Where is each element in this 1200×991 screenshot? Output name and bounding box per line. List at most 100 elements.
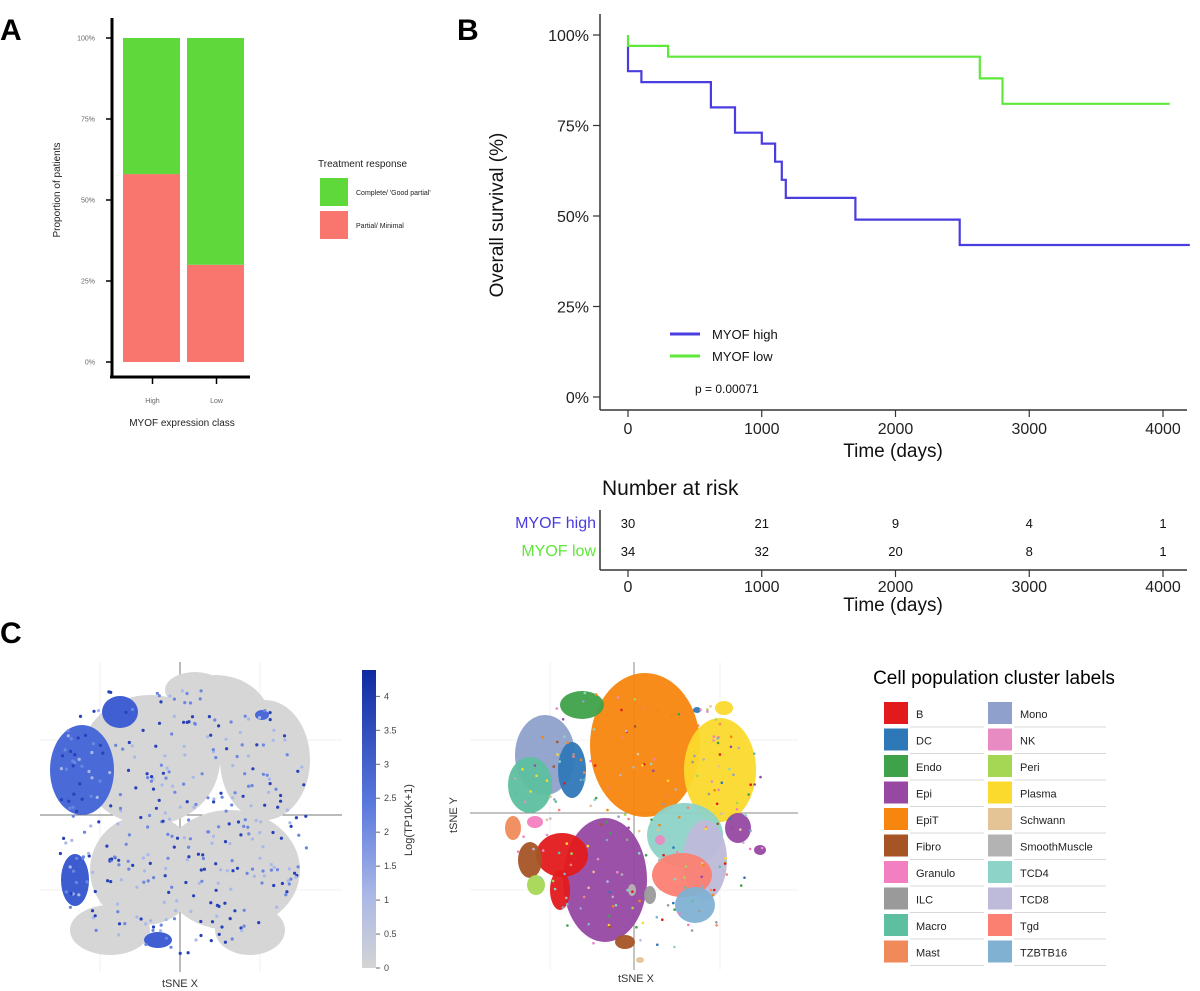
c-left-expression-point (258, 856, 262, 860)
c-colorbar-tick-label: 3 (384, 759, 389, 769)
c-left-expression-point (192, 805, 196, 810)
c-cluster-legend-swatch (884, 781, 908, 804)
c-right-cell-point (553, 798, 556, 801)
c-left-expression-point (91, 742, 95, 746)
c-right-cell-point (702, 863, 705, 867)
c-tsne-expression-plot: tSNE X 0 0.5 1 1.5 2 2.5 3 3.5 4 Log(TP10K+1) (40, 662, 415, 990)
c-left-expression-point (187, 818, 191, 822)
c-left-expression-point (178, 951, 182, 956)
c-left-expression-point (202, 867, 206, 871)
c-right-cell-point (718, 722, 722, 726)
c-right-cell-point (747, 793, 750, 796)
c-right-cell-point (619, 773, 622, 777)
c-right-cell-point (572, 752, 575, 756)
c-left-cluster-gray (220, 700, 310, 820)
c-right-cell-point (554, 800, 558, 803)
c-right-cell-point (608, 890, 611, 894)
c-left-expression-point (61, 754, 65, 758)
c-left-expression-point (96, 709, 100, 713)
c-left-expression-point (126, 768, 131, 773)
c-right-cell-point (666, 779, 670, 783)
c-right-cell-point (718, 753, 722, 756)
c-right-cell-point (672, 846, 675, 849)
c-left-expression-point (106, 879, 110, 883)
c-left-expression-point (75, 856, 79, 861)
b-risk-values: 30 21 9 4 1 34 32 20 8 1 (621, 516, 1167, 559)
c-right-cluster-plasma (684, 718, 756, 822)
c-left-expression-point (59, 767, 64, 771)
c-left-expression-point (116, 910, 120, 914)
c-left-expression-point (246, 717, 251, 721)
c-cluster-legend-swatch (884, 728, 908, 751)
c-left-expression-point (219, 791, 223, 795)
c-right-cell-point (579, 758, 583, 762)
c-right-cell-point (665, 794, 669, 797)
c-colorbar-tick-label: 0.5 (384, 929, 397, 939)
c-left-expression-point (194, 938, 198, 942)
c-right-cell-point (715, 802, 719, 806)
a-y-ticks: 0% 25% 50% 75% 100% (77, 36, 112, 367)
a-bar-low-partial (187, 264, 244, 362)
c-left-expression-point (71, 814, 75, 818)
c-right-cell-point (713, 788, 716, 792)
c-left-expression-point (118, 806, 123, 811)
c-right-cell-point (621, 735, 624, 739)
c-left-expression-point (220, 795, 224, 799)
c-right-cell-point (563, 735, 566, 738)
c-left-expression-point (78, 714, 83, 719)
c-cluster-legend-title: Cell population cluster labels (873, 668, 1115, 689)
c-left-expression-point (130, 707, 135, 712)
c-right-cell-point (551, 879, 555, 883)
a-legend-swatch-partial (320, 211, 348, 239)
c-right-cell-point (676, 850, 679, 854)
c-right-cell-point (683, 886, 687, 889)
c-cluster-legend-label: Macro (916, 921, 947, 933)
c-left-cluster-blue (144, 932, 172, 948)
c-left-expression-point (272, 728, 276, 732)
c-left-expression-point (59, 798, 64, 802)
c-left-expression-point (152, 876, 156, 880)
c-right-cell-point (673, 908, 676, 911)
c-left-expression-point (242, 924, 246, 928)
b-risk-value: 32 (755, 544, 769, 559)
c-left-expression-point (146, 776, 150, 780)
c-cluster-legend-label: Plasma (1020, 789, 1058, 801)
c-right-cell-point (569, 863, 573, 867)
c-left-expression-point (151, 787, 156, 791)
c-colorbar-tick-label: 0 (384, 963, 389, 973)
c-left-expression-point (161, 771, 165, 775)
c-left-expression-point (182, 782, 186, 786)
c-left-expression-point (205, 735, 210, 739)
c-right-cluster-macro (508, 757, 552, 813)
c-cluster-legend-swatch (884, 808, 908, 830)
c-left-expression-point (263, 803, 267, 807)
c-left-expression-point (185, 691, 189, 696)
c-left-expression-point (294, 816, 298, 820)
c-right-cell-point (633, 698, 637, 701)
c-colorbar-title: Log(TP10K+1) (403, 784, 415, 856)
c-left-expression-point (285, 808, 289, 812)
c-left-expression-point (90, 750, 94, 755)
b-risk-value: 1 (1159, 516, 1166, 531)
c-left-expression-point (64, 767, 69, 771)
c-left-expression-point (170, 732, 174, 736)
c-right-cell-point (707, 792, 711, 796)
c-right-cell-point (709, 888, 713, 892)
c-right-cell-point (617, 815, 620, 818)
c-left-expression-point (118, 793, 122, 797)
b-survival-line-low (626, 35, 1170, 105)
c-left-expression-point (161, 819, 165, 823)
a-legend-label-partial: Partial/ Minimal (356, 223, 404, 230)
b-y-tick-label: 25% (557, 300, 589, 317)
c-left-expression-point (268, 782, 272, 786)
c-left-expression-point (90, 776, 94, 780)
c-left-expression-point (217, 825, 221, 829)
c-left-expression-point (134, 786, 138, 790)
c-left-expression-point (172, 697, 176, 701)
c-left-expression-point (275, 868, 280, 872)
c-left-expression-point (109, 690, 113, 695)
c-right-cell-point (549, 817, 552, 820)
c-colorbar-tick-label: 4 (384, 691, 389, 701)
c-left-expression-point (162, 900, 166, 905)
a-y-tick-label: 0% (85, 360, 95, 367)
